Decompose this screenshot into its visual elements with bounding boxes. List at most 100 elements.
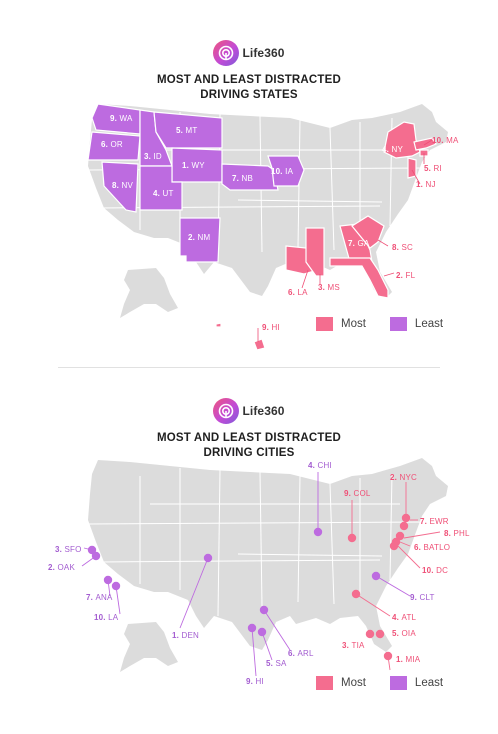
state-label-fl: 2. FL [396, 271, 416, 280]
city-label-atl: 4. ATL [392, 613, 417, 622]
city-label-ewr: 7. EWR [420, 517, 449, 526]
alaska-2 [120, 622, 178, 672]
state-label-la: 6. LA [288, 288, 308, 297]
states-title-line2: DRIVING STATES [200, 89, 298, 101]
life360-logo-icon [213, 40, 240, 66]
city-label-dc: 10. DC [422, 566, 448, 575]
state-label-nj: 1. NJ [416, 180, 436, 189]
state-nb [221, 163, 279, 191]
city-label-ana: 7. ANA [86, 593, 113, 602]
brand-name-2: Life360 [242, 404, 285, 418]
us-land-2 [88, 458, 448, 652]
legend-most-label-2: Most [341, 677, 366, 689]
legend-least-swatch-2 [389, 676, 407, 690]
city-dot-dc [389, 541, 399, 551]
cities-panel: Life360 MOST AND LEAST DISTRACTED DRIVIN… [0, 370, 498, 734]
city-label-la: 10. LA [94, 613, 119, 622]
legend-most-label: Most [341, 318, 366, 330]
city-dot-chi [313, 527, 323, 537]
city-label-phl: 8. PHL [444, 529, 470, 538]
state-ak [120, 268, 178, 318]
legend-most-2: Most [316, 676, 366, 690]
cities-title-line2: DRIVING CITIES [203, 447, 295, 459]
state-label-ga: 7. GA [348, 239, 370, 248]
state-nm [179, 217, 221, 263]
legend-least-label: Least [414, 318, 444, 330]
legend-most: Most [316, 317, 366, 331]
city-dot-ewr [399, 521, 409, 531]
states-title-line1: MOST AND LEAST DISTRACTED [156, 74, 342, 86]
city-label-nyc: 2. NYC [390, 473, 417, 482]
legend-least-label-2: Least [414, 677, 444, 689]
city-dot-arl [259, 605, 269, 615]
city-dot-clt [371, 571, 381, 581]
city-dot-la [111, 581, 121, 591]
city-label-sa: 5. SA [266, 659, 287, 668]
state-label-ny: 4. NY [382, 145, 403, 154]
legend-least-swatch [389, 317, 407, 331]
legend-most-swatch-2 [316, 676, 333, 690]
cities-legend: Most Least [316, 676, 443, 690]
city-label-col: 9. COL [344, 489, 371, 498]
state-or [87, 131, 141, 161]
state-fl [329, 257, 389, 299]
states-map: 9. WA 6. OR 3. ID 5. MT 1. WY 8. NV 4. UT 7. NB… [87, 103, 459, 351]
state-label-wy: 1. WY [182, 161, 205, 170]
state-label-wa: 9. WA [110, 114, 133, 123]
city-label-arl: 6. ARL [288, 649, 314, 658]
legend-least-2: Least [389, 676, 444, 690]
brand-logo: Life360 [0, 38, 498, 68]
city-dot-hi [247, 623, 257, 633]
brand-logo-2: Life360 [0, 396, 498, 426]
state-mt [153, 111, 223, 149]
state-label-ms: 3. MS [318, 283, 340, 292]
city-dot-sa [257, 627, 267, 637]
state-ut [139, 165, 183, 211]
city-dot-oia [375, 629, 385, 639]
city-label-chi: 4. CHI [308, 461, 332, 470]
state-label-ia: 10. IA [271, 167, 294, 176]
state-label-nv: 8. NV [112, 181, 133, 190]
state-label-sc: 8. SC [392, 243, 413, 252]
state-label-ma: 10. MA [432, 136, 459, 145]
state-label-hi: 9. HI [262, 323, 280, 332]
city-label-tia: 3. TIA [342, 641, 365, 650]
city-label-hi: 9. HI [246, 677, 264, 686]
city-label-mia: 1. MIA [396, 655, 421, 664]
state-hi [215, 322, 266, 351]
life360-logo-icon [213, 398, 240, 424]
state-ia [267, 155, 305, 187]
city-label-oia: 5. OIA [392, 629, 416, 638]
city-dot-phl [395, 531, 405, 541]
states-panel: Life360 MOST AND LEAST DISTRACTED DRIVIN… [0, 0, 498, 365]
state-label-mt: 5. MT [176, 126, 197, 135]
brand-name: Life360 [242, 46, 285, 60]
state-label-ut: 4. UT [153, 189, 174, 198]
city-dot-col [347, 533, 357, 543]
states-legend: Most Least [316, 317, 443, 331]
state-label-id: 3. ID [144, 152, 162, 161]
city-label-den: 1. DEN [172, 631, 199, 640]
city-dot-ana [103, 575, 113, 585]
state-wa [91, 103, 141, 135]
city-dot-atl [351, 589, 361, 599]
city-dot-den [203, 553, 213, 563]
cities-title-line1: MOST AND LEAST DISTRACTED [156, 432, 342, 444]
cities-title: MOST AND LEAST DISTRACTED DRIVING CITIES [0, 431, 498, 461]
city-label-oak: 2. OAK [48, 563, 75, 572]
panel-divider [58, 367, 440, 368]
city-label-sfo: 3. SFO [55, 545, 82, 554]
state-label-nm: 2. NM [188, 233, 210, 242]
legend-most-swatch [316, 317, 333, 331]
city-dot-tia [365, 629, 375, 639]
states-title: MOST AND LEAST DISTRACTED DRIVING STATES [0, 73, 498, 103]
city-dot-sfo [87, 545, 97, 555]
city-dot-nyc [401, 513, 411, 523]
city-label-batlo: 6. BATLO [414, 543, 450, 552]
state-sc [351, 215, 385, 249]
cities-map: 4. CHI 2. NYC 9. COL 7. EWR 8. PHL 6. BATLO 10… [48, 458, 470, 686]
state-label-or: 6. OR [101, 140, 123, 149]
city-dot-oak [91, 551, 101, 561]
city-dot-mia [383, 651, 393, 661]
state-label-ri: 5. RI [424, 164, 442, 173]
